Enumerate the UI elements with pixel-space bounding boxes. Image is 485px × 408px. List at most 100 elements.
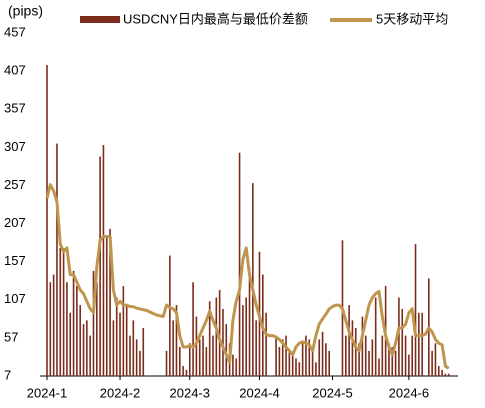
bar	[182, 366, 184, 376]
bar	[115, 297, 118, 376]
bar	[62, 247, 65, 376]
bar	[265, 312, 267, 376]
bar	[434, 343, 437, 376]
bar	[142, 327, 145, 376]
bar	[421, 312, 423, 376]
bar	[195, 316, 198, 376]
bar	[275, 335, 277, 376]
bar	[311, 347, 314, 376]
bar	[394, 350, 397, 376]
bar	[198, 339, 201, 376]
bar	[437, 366, 440, 376]
bar	[291, 354, 294, 376]
legend-swatch-bar	[80, 16, 120, 23]
bar	[328, 350, 330, 376]
x-tick-label: 2024-1	[27, 385, 67, 400]
bar	[132, 320, 135, 376]
y-tick-label: 207	[4, 215, 26, 230]
bar	[298, 362, 301, 376]
bar	[354, 327, 357, 376]
bar	[238, 152, 241, 376]
bar	[59, 247, 62, 376]
bar	[215, 297, 218, 376]
bar	[321, 331, 324, 376]
bar	[52, 274, 55, 376]
bar	[135, 339, 138, 376]
x-tick-label: 2024-6	[389, 385, 429, 400]
bar	[212, 335, 214, 376]
x-tick-label: 2024-2	[100, 385, 140, 400]
bar	[444, 373, 447, 376]
legend-label: 5天移动平均	[376, 11, 448, 26]
x-tick-label: 2024-4	[239, 385, 279, 400]
bar	[255, 320, 257, 376]
bar	[99, 156, 101, 376]
bar	[374, 297, 377, 376]
bar	[202, 335, 204, 376]
bar	[188, 343, 191, 376]
bar	[232, 354, 234, 376]
bar	[441, 369, 443, 376]
bar	[348, 305, 350, 376]
bar	[345, 335, 347, 376]
bar	[125, 305, 128, 376]
bar	[109, 228, 111, 376]
bar	[361, 316, 364, 376]
bar	[105, 236, 108, 376]
bar	[122, 286, 125, 376]
bar	[248, 267, 251, 376]
bar	[252, 183, 254, 376]
y-tick-label: 157	[4, 253, 26, 268]
bar	[218, 289, 221, 376]
bar	[92, 270, 95, 376]
bar	[368, 350, 370, 376]
bar	[72, 270, 75, 376]
bar	[245, 297, 247, 376]
x-tick-label: 2024-5	[312, 385, 352, 400]
bar	[418, 312, 420, 376]
y-tick-label: 307	[4, 139, 26, 154]
bar	[129, 335, 131, 376]
bar	[175, 305, 178, 376]
bar	[79, 305, 81, 376]
bar	[295, 358, 297, 376]
bar	[66, 282, 68, 376]
bar	[408, 354, 410, 376]
bar	[242, 305, 244, 376]
bar	[102, 145, 105, 376]
y-tick-label: 107	[4, 291, 26, 306]
bar	[56, 143, 58, 376]
y-tick-label: 57	[4, 329, 18, 344]
bar	[165, 350, 168, 376]
bar	[76, 286, 78, 376]
bar	[192, 282, 194, 376]
bar	[288, 350, 291, 376]
x-tick-label: 2024-3	[170, 385, 210, 400]
bar	[281, 339, 284, 376]
bar	[305, 335, 307, 376]
bar	[49, 282, 52, 376]
bar	[318, 339, 321, 376]
ma-line	[45, 183, 450, 370]
bar	[82, 324, 85, 376]
bar	[119, 312, 121, 376]
bar	[86, 320, 88, 376]
bar	[364, 335, 367, 376]
bar	[222, 308, 224, 376]
bar	[371, 339, 374, 376]
bar	[315, 362, 317, 376]
bar	[285, 335, 287, 376]
bar	[351, 320, 354, 376]
bar	[358, 343, 360, 376]
bar	[378, 358, 380, 376]
bar	[112, 320, 115, 376]
bar	[325, 343, 327, 376]
bar	[185, 369, 188, 376]
bar	[89, 335, 91, 376]
bar	[278, 347, 281, 376]
bar	[388, 343, 390, 376]
bar	[235, 358, 238, 376]
bar	[411, 335, 413, 376]
bar	[447, 373, 450, 376]
